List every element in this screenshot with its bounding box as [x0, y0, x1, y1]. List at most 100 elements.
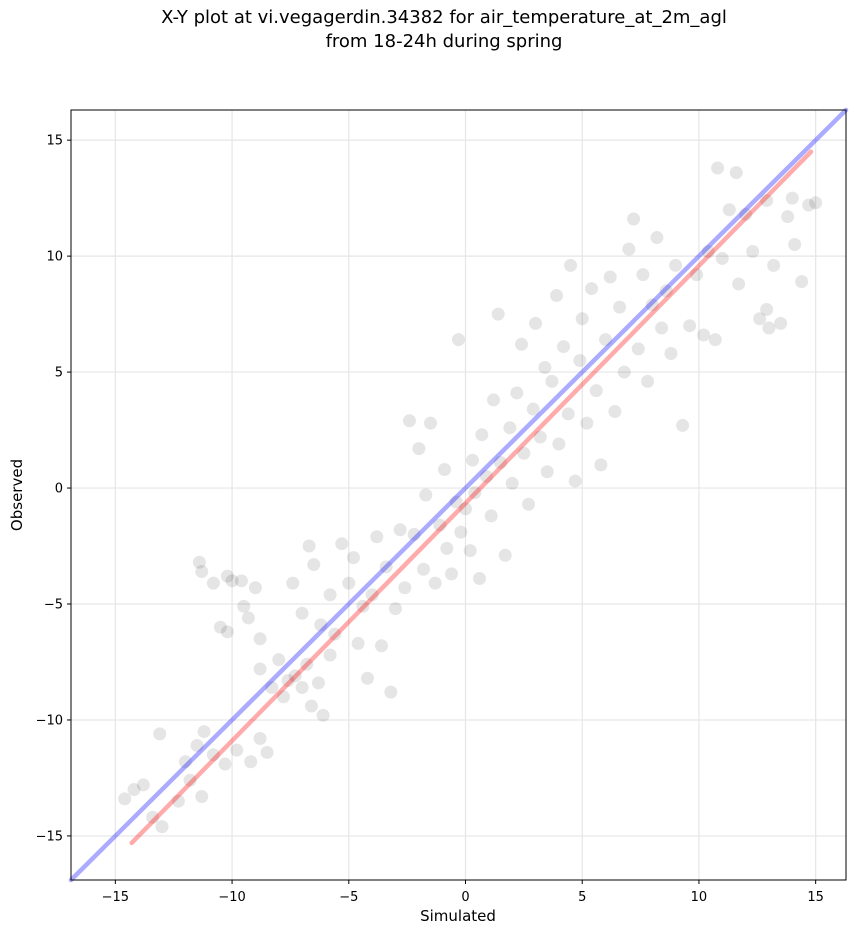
data-point: [636, 268, 650, 282]
data-point: [225, 574, 239, 588]
data-point: [365, 588, 379, 602]
data-point: [286, 576, 300, 590]
data-point: [664, 347, 678, 361]
data-point: [552, 437, 566, 451]
one-to-one-line: [68, 107, 849, 883]
data-point: [356, 599, 370, 613]
data-point: [722, 203, 736, 217]
data-point: [475, 428, 489, 442]
y-tick-label: 10: [46, 250, 63, 265]
data-point: [608, 405, 622, 419]
data-point: [753, 312, 767, 326]
data-point: [171, 794, 185, 808]
data-point: [561, 407, 575, 421]
data-point: [454, 525, 468, 539]
data-point: [760, 193, 774, 207]
data-point: [374, 639, 388, 653]
data-point: [127, 783, 141, 797]
data-point: [218, 757, 232, 771]
data-point: [304, 699, 318, 713]
y-axis-label: Observed: [8, 459, 26, 531]
data-point: [192, 555, 206, 569]
data-point: [498, 548, 512, 562]
data-point: [265, 681, 279, 694]
data-point: [739, 207, 753, 221]
data-point: [540, 465, 554, 479]
data-point: [589, 384, 603, 398]
data-point: [444, 567, 458, 581]
x-axis-label: Simulated: [420, 907, 496, 925]
data-point: [253, 632, 267, 646]
data-point: [302, 539, 316, 553]
data-point: [517, 446, 531, 460]
chart-title-line-1: X-Y plot at vi.vegagerdin.34382 for air_…: [161, 7, 727, 28]
data-point: [557, 340, 571, 354]
data-point: [463, 544, 477, 558]
data-point: [459, 502, 473, 516]
data-point: [655, 321, 669, 335]
chart-title: X-Y plot at vi.vegagerdin.34382 for air_…: [0, 6, 854, 54]
data-point: [416, 562, 430, 576]
data-point: [503, 421, 517, 435]
reference-lines: [68, 107, 849, 883]
data-point: [311, 676, 325, 690]
data-point: [146, 810, 160, 824]
data-point: [213, 620, 227, 634]
data-point: [575, 312, 589, 326]
data-point: [195, 565, 209, 579]
data-point: [136, 778, 150, 792]
data-point: [715, 251, 729, 265]
data-point: [346, 551, 360, 565]
y-tick-label: 5: [55, 366, 63, 381]
data-point: [241, 611, 255, 625]
data-point: [370, 530, 384, 544]
data-point: [272, 653, 286, 667]
data-point: [533, 430, 547, 444]
data-point: [178, 755, 192, 769]
y-tick-label: 15: [46, 134, 63, 149]
data-point: [545, 374, 559, 388]
data-point: [510, 386, 524, 400]
data-point: [307, 558, 321, 572]
fit-line: [129, 149, 814, 846]
data-point: [407, 527, 421, 541]
data-point: [781, 210, 795, 224]
data-point: [573, 353, 587, 367]
data-point: [300, 657, 314, 671]
y-tick-label: 0: [55, 482, 63, 497]
data-point: [641, 374, 655, 388]
data-point: [484, 509, 498, 523]
data-point: [388, 602, 402, 616]
plot-frame: [70, 109, 847, 881]
x-tick-label: −10: [218, 890, 245, 905]
data-point: [118, 792, 132, 806]
data-point: [729, 166, 743, 180]
data-point: [622, 242, 636, 256]
data-point: [437, 462, 451, 476]
data-point: [440, 541, 454, 555]
data-point: [568, 474, 582, 488]
data-point: [428, 576, 442, 590]
data-point: [195, 790, 209, 804]
data-point: [183, 773, 197, 787]
data-point: [767, 258, 781, 272]
data-point: [190, 738, 204, 752]
data-point: [762, 321, 776, 335]
data-point: [153, 727, 167, 741]
data-point: [342, 576, 356, 590]
data-point: [335, 537, 349, 551]
data-point: [248, 581, 262, 595]
data-point: [480, 469, 494, 483]
data-point: [316, 708, 330, 722]
data-point: [253, 662, 267, 676]
data-point: [487, 393, 501, 407]
data-point: [631, 342, 645, 356]
data-point: [220, 569, 234, 583]
data-point: [295, 681, 309, 694]
data-point: [433, 518, 447, 532]
data-point: [384, 685, 398, 699]
data-point: [314, 618, 328, 632]
data-point: [645, 298, 659, 312]
data-point: [234, 574, 248, 588]
